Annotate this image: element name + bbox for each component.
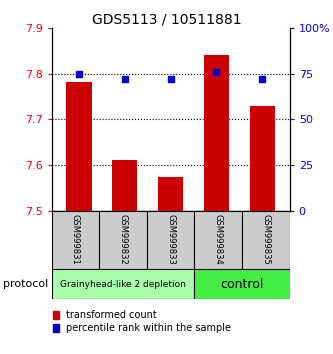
Text: GSM999835: GSM999835 <box>261 215 270 265</box>
Text: GSM999834: GSM999834 <box>214 215 223 265</box>
Text: control: control <box>220 278 264 291</box>
Text: percentile rank within the sample: percentile rank within the sample <box>66 323 231 333</box>
Bar <box>250 106 275 211</box>
Text: protocol: protocol <box>3 279 49 289</box>
Bar <box>204 55 229 211</box>
Text: GSM999833: GSM999833 <box>166 215 175 265</box>
Bar <box>99 211 147 269</box>
Text: GSM999832: GSM999832 <box>119 215 128 265</box>
Bar <box>67 82 92 211</box>
Text: transformed count: transformed count <box>66 310 157 320</box>
Bar <box>158 177 183 211</box>
Bar <box>194 211 242 269</box>
Text: Grainyhead-like 2 depletion: Grainyhead-like 2 depletion <box>60 280 186 289</box>
Bar <box>147 211 194 269</box>
Bar <box>194 269 290 299</box>
Text: GDS5113 / 10511881: GDS5113 / 10511881 <box>92 12 241 27</box>
Bar <box>112 160 138 211</box>
Text: GSM999831: GSM999831 <box>71 215 80 265</box>
Bar <box>242 211 290 269</box>
Bar <box>52 269 194 299</box>
Bar <box>52 211 99 269</box>
